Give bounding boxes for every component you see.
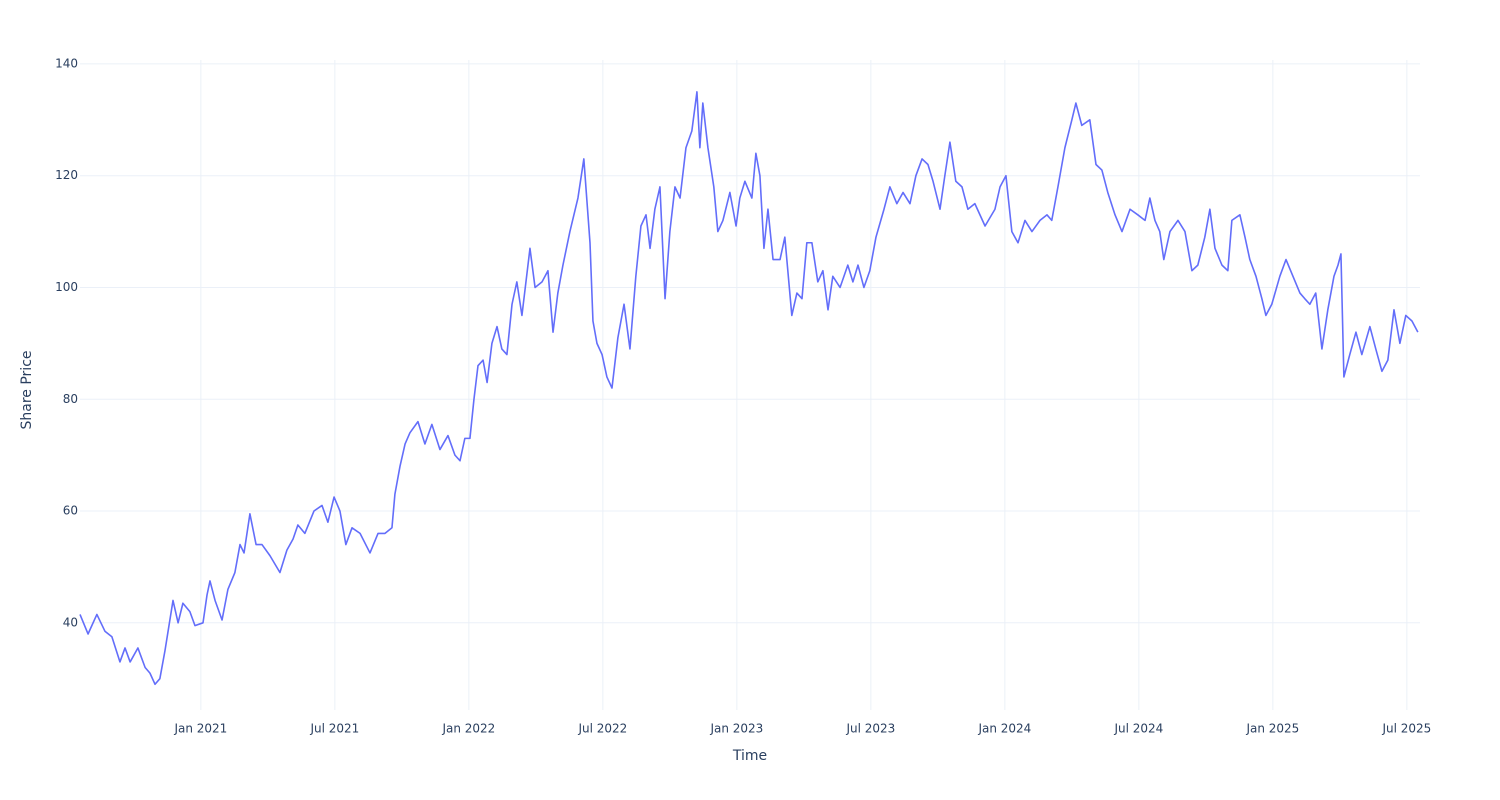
y-tick-label: 120 xyxy=(55,168,78,182)
y-tick-label: 140 xyxy=(55,56,78,70)
x-tick-label: Jan 2021 xyxy=(173,722,227,736)
x-axis-title: Time xyxy=(732,748,767,764)
x-tick-label: Jan 2023 xyxy=(709,722,763,736)
y-tick-label: 100 xyxy=(55,280,78,294)
y-axis-title: Share Price xyxy=(19,350,35,429)
x-tick-label: Jul 2022 xyxy=(577,722,627,736)
y-tick-label: 40 xyxy=(63,615,78,629)
y-tick-label: 60 xyxy=(63,504,78,518)
x-tick-label: Jan 2022 xyxy=(441,722,495,736)
x-tick-label: Jul 2025 xyxy=(1381,722,1431,736)
x-tick-label: Jul 2023 xyxy=(845,722,895,736)
x-tick-label: Jan 2024 xyxy=(977,722,1031,736)
y-tick-label: 80 xyxy=(63,392,78,406)
x-tick-label: Jul 2021 xyxy=(309,722,359,736)
price-line xyxy=(79,91,1419,686)
x-tick-label: Jul 2024 xyxy=(1113,722,1163,736)
x-tick-label: Jan 2025 xyxy=(1245,722,1299,736)
